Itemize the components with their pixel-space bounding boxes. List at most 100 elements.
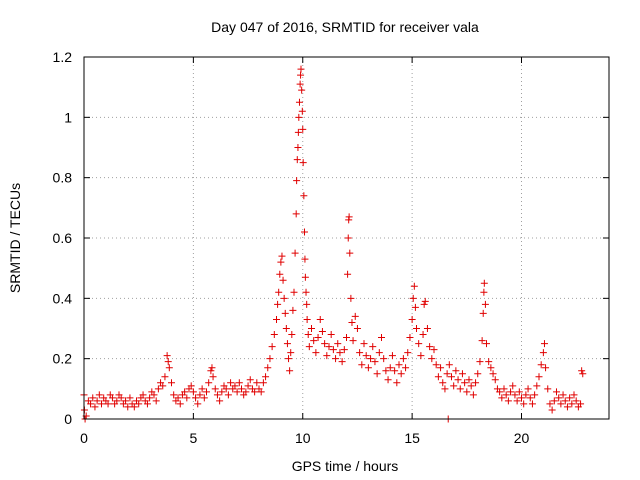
data-point <box>295 98 303 106</box>
data-point <box>301 228 308 236</box>
data-point <box>504 397 512 405</box>
data-point <box>535 373 543 381</box>
data-point <box>364 364 372 372</box>
data-point <box>286 367 294 375</box>
data-point <box>227 379 235 387</box>
data-point <box>170 391 178 399</box>
data-point <box>310 337 318 345</box>
data-point <box>143 400 151 408</box>
data-point <box>531 391 539 399</box>
data-point <box>378 334 385 342</box>
data-point <box>224 391 232 399</box>
data-point <box>130 403 138 411</box>
data-point <box>298 86 306 94</box>
data-point <box>469 391 477 399</box>
data-point <box>205 379 213 387</box>
data-point <box>458 370 466 378</box>
data-point <box>539 349 547 357</box>
data-point <box>161 373 169 381</box>
data-point <box>518 394 525 402</box>
x-tick-label: 20 <box>514 430 530 446</box>
data-point <box>163 352 171 360</box>
data-point <box>478 337 486 345</box>
data-point <box>244 382 252 390</box>
data-point <box>294 144 302 151</box>
x-tick-label: 0 <box>80 430 88 446</box>
data-point <box>375 349 383 357</box>
data-point <box>305 343 313 351</box>
data-point <box>321 340 329 348</box>
data-point <box>332 355 340 363</box>
data-point <box>487 364 495 372</box>
data-point <box>207 367 215 375</box>
data-point <box>294 128 302 136</box>
data-point <box>423 325 431 332</box>
data-point <box>192 394 200 402</box>
data-point <box>93 397 101 405</box>
data-point <box>437 364 445 372</box>
x-axis-label: GPS time / hours <box>292 458 399 474</box>
x-tick-label: 5 <box>189 430 197 446</box>
axes: 0 5 10 15 20 0 0.2 0.4 0.6 0.8 1 1.2 <box>53 49 609 446</box>
data-point <box>146 394 154 402</box>
data-point <box>441 385 449 393</box>
data-point <box>296 80 304 88</box>
data-point <box>293 156 301 164</box>
data-point <box>270 331 278 339</box>
data-point <box>344 234 352 242</box>
data-point <box>344 270 352 278</box>
data-point <box>329 346 337 354</box>
data-point <box>266 355 274 363</box>
y-tick-label: 0.8 <box>53 170 73 186</box>
data-point <box>419 331 427 339</box>
data-point <box>318 328 326 336</box>
data-point <box>253 379 261 387</box>
data-point <box>314 334 322 342</box>
data-point <box>117 394 125 402</box>
data-point <box>520 400 528 408</box>
data-point <box>511 391 519 399</box>
y-tick-label: 0.4 <box>53 290 73 306</box>
data-point <box>386 364 394 372</box>
data-point <box>293 177 301 185</box>
data-point <box>479 309 487 317</box>
data-point <box>548 406 556 414</box>
data-point <box>411 303 419 311</box>
data-point <box>174 394 182 402</box>
x-tick-label: 15 <box>404 430 420 446</box>
data-point <box>349 337 357 345</box>
data-point <box>472 379 480 387</box>
data-point <box>203 388 210 396</box>
data-point <box>483 340 490 348</box>
data-point <box>489 370 497 378</box>
data-point <box>537 361 545 369</box>
data-point <box>292 210 300 218</box>
data-point <box>304 331 312 339</box>
data-point <box>559 391 567 399</box>
data-point <box>165 364 173 372</box>
data-point <box>465 376 473 384</box>
data-point <box>498 394 506 402</box>
data-point <box>262 373 270 381</box>
data-point <box>312 349 320 357</box>
data-point <box>384 376 392 384</box>
data-point <box>481 300 489 308</box>
data-point <box>572 397 580 405</box>
data-point <box>194 400 202 408</box>
data-point <box>323 352 331 360</box>
data-point <box>124 403 132 411</box>
data-point <box>491 376 499 384</box>
data-point <box>291 249 299 257</box>
data-point <box>406 334 414 342</box>
data-point <box>213 391 221 399</box>
data-point <box>513 397 521 405</box>
data-point <box>273 315 280 323</box>
data-point <box>561 397 569 405</box>
data-point <box>259 379 267 387</box>
data-point <box>347 294 355 302</box>
data-point <box>288 331 296 339</box>
y-tick-label: 1 <box>64 109 72 125</box>
data-point <box>278 252 286 260</box>
data-point <box>415 340 423 348</box>
data-point <box>570 391 578 399</box>
